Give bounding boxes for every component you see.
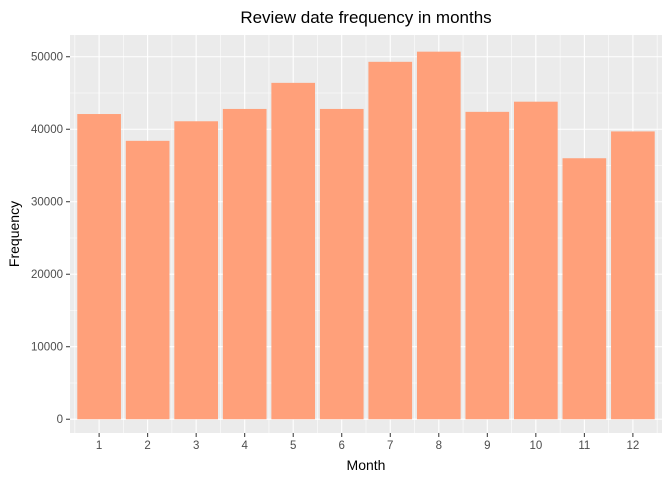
x-tick-label: 2: [144, 440, 150, 452]
bar-month-10: [514, 101, 558, 420]
bar-month-4: [222, 108, 267, 420]
bar-month-7: [368, 61, 413, 420]
bar-month-12: [611, 131, 655, 420]
x-tick-label: 5: [290, 440, 296, 452]
y-tick-label: 0: [57, 414, 63, 426]
x-axis: 1 2 3 4 5 6 7 8 9 10 11 12: [96, 433, 639, 452]
bar-month-6: [319, 108, 364, 420]
x-tick-label: 6: [339, 440, 345, 452]
x-tick-label: 1: [96, 440, 102, 452]
y-tick-label: 50000: [31, 52, 63, 64]
bars-group: [77, 51, 655, 420]
bar-month-3: [174, 121, 218, 420]
x-axis-title: Month: [347, 457, 386, 473]
bar-month-2: [125, 140, 170, 420]
x-tick-label: 10: [529, 440, 542, 452]
x-tick-label: 3: [193, 440, 199, 452]
bar-month-11: [562, 158, 607, 420]
x-tick-label: 7: [387, 440, 393, 452]
bar-month-1: [77, 114, 121, 420]
y-axis: 0 10000 20000 30000 40000 50000: [31, 52, 70, 426]
y-axis-title: Frequency: [6, 201, 22, 267]
y-tick-label: 40000: [31, 124, 63, 136]
y-tick-label: 10000: [31, 342, 63, 354]
bar-month-9: [465, 111, 510, 420]
bar-month-5: [271, 82, 316, 420]
y-tick-label: 30000: [31, 197, 63, 209]
x-tick-label: 12: [626, 440, 639, 452]
x-tick-label: 9: [484, 440, 490, 452]
x-tick-label: 8: [436, 440, 442, 452]
x-tick-label: 4: [241, 440, 248, 452]
x-tick-label: 11: [578, 440, 590, 452]
y-tick-label: 20000: [31, 269, 63, 281]
bar-month-8: [416, 51, 461, 420]
chart-title: Review date frequency in months: [240, 8, 491, 27]
